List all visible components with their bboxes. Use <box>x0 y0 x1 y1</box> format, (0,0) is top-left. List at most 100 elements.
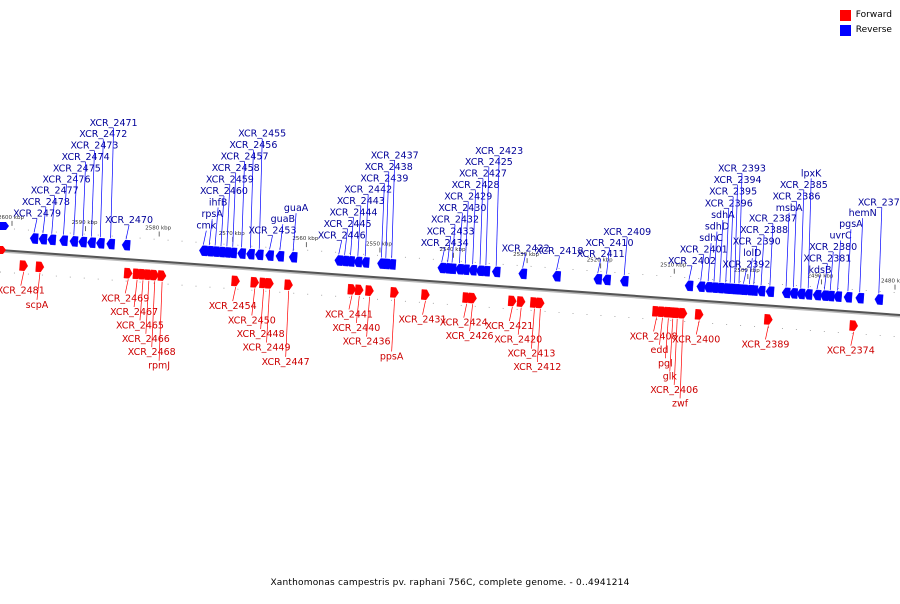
forward-gene-arrow <box>365 285 374 296</box>
reverse-gene-label: XCR_2386 <box>772 191 820 202</box>
reverse-gene-leader <box>829 251 834 290</box>
forward-gene-arrow-shape <box>535 297 545 309</box>
reverse-gene-arrow <box>96 237 105 249</box>
forward-gene-label: XCR_2420 <box>494 335 542 346</box>
forward-gene-arrow <box>250 276 260 288</box>
forward-gene-arrow <box>763 314 773 325</box>
forward-gene-leader <box>536 309 541 363</box>
forward-gene-label: XCR_2400 <box>672 335 720 346</box>
forward-gene-leader <box>517 307 522 335</box>
forward-gene-arrow-shape <box>678 307 688 319</box>
reverse-gene-label: XCR_2385 <box>780 180 828 191</box>
reverse-gene-label: XCR_2428 <box>452 180 500 191</box>
legend-reverse-label: Reverse <box>855 25 892 35</box>
forward-gene-label: XCR_2431 <box>399 315 447 326</box>
reverse-gene-label: XCR_2425 <box>465 157 513 168</box>
forward-gene-label: XCR_2436 <box>343 337 391 348</box>
forward-gene-leader <box>124 279 129 294</box>
forward-gene-arrow <box>284 279 293 291</box>
forward-gene-arrow <box>678 307 688 319</box>
scale-tick-label: 2490 kbp <box>807 273 833 279</box>
forward-gene-arrow <box>420 289 430 301</box>
scale-tick-label: 2530 kbp <box>513 252 539 258</box>
reverse-gene-leader <box>623 237 628 276</box>
reverse-gene-arrow-shape <box>593 273 603 285</box>
reverse-gene-arrow <box>59 235 69 247</box>
reverse-gene-arrow-shape <box>59 235 69 247</box>
forward-gene-label: zwf <box>672 398 689 409</box>
forward-gene-leader <box>659 317 663 345</box>
reverse-gene-leader <box>73 173 78 236</box>
reverse-gene-arrow <box>447 263 457 275</box>
reverse-gene-label: XCR_2478 <box>22 197 70 208</box>
forward-gene-leader <box>355 295 360 323</box>
reverse-gene-leader <box>793 201 797 288</box>
forward-gene-leader <box>391 298 395 352</box>
forward-gene-label: XCR_2469 <box>101 293 149 304</box>
legend: Forward Reverse <box>839 8 892 38</box>
reverse-gene-label: XCR_2476 <box>43 175 91 186</box>
reverse-gene-arrow <box>749 285 759 296</box>
forward-gene-label: XCR_2413 <box>507 349 555 360</box>
reverse-gene-arrow <box>796 288 806 300</box>
reverse-gene-arrow-shape <box>696 281 706 293</box>
forward-gene-label: XCR_2448 <box>237 329 285 340</box>
legend-forward: Forward <box>839 8 892 23</box>
reverse-gene-arrow-shape <box>833 291 843 302</box>
reverse-gene-arrow <box>781 287 791 299</box>
reverse-gene-label: XCR_2471 <box>90 118 138 129</box>
reverse-gene-label: XCR_2444 <box>329 207 377 218</box>
reverse-gene-arrow-shape <box>855 292 865 304</box>
forward-gene-arrow-shape <box>507 295 517 307</box>
reverse-gene-arrow-shape <box>246 248 255 260</box>
forward-gene-label: rpmJ <box>148 361 170 372</box>
reverse-gene-label: XCR_2477 <box>31 186 79 197</box>
reverse-gene-arrow-shape <box>78 236 88 248</box>
reverse-gene-label: XCR_2422 <box>502 244 550 255</box>
reverse-gene-leader <box>725 208 730 283</box>
reverse-gene-arrow <box>461 264 470 276</box>
reverse-gene-label: XCR_2432 <box>431 215 479 226</box>
forward-gene-arrow-shape <box>284 279 293 291</box>
reverse-gene-leader <box>713 231 718 282</box>
forward-gene-label: XCR_2374 <box>827 346 875 357</box>
forward-gene-arrow-shape <box>347 283 357 295</box>
reverse-gene-leader <box>606 247 610 274</box>
reverse-gene-arrow-shape <box>69 236 79 247</box>
reverse-gene-arrow <box>765 286 775 298</box>
reverse-gene-label: XCR_2370 <box>858 197 900 208</box>
forward-gene-label: XCR_2450 <box>228 315 276 326</box>
reverse-gene-leader <box>597 259 602 274</box>
scale-tick-label: 2500 kbp <box>734 268 760 274</box>
reverse-gene-arrow-shape <box>552 270 562 282</box>
reverse-gene-arrow <box>360 257 370 268</box>
forward-gene-leader <box>266 289 270 343</box>
reverse-gene-label: guaB <box>271 214 295 225</box>
reverse-gene-label: XCR_2433 <box>427 226 475 237</box>
forward-gene-arrow <box>157 270 167 281</box>
reverse-gene-leader <box>82 161 86 236</box>
reverse-gene-leader <box>125 225 130 240</box>
scale-tick-label: 2580 kbp <box>145 225 171 231</box>
reverse-gene-arrow-shape <box>874 294 884 305</box>
reverse-gene-label: XCR_2479 <box>13 208 61 219</box>
reverse-gene-arrow-shape <box>38 233 48 245</box>
reverse-gene-label: XCR_2457 <box>221 151 269 162</box>
reverse-gene-arrow <box>602 274 612 286</box>
reverse-gene-leader <box>719 219 724 283</box>
reverse-gene-label: sdhD <box>705 222 729 233</box>
reverse-gene-arrow <box>265 250 275 261</box>
reverse-gene-arrow <box>826 290 835 302</box>
forward-gene-leader <box>509 306 513 322</box>
forward-gene-arrow-shape <box>19 260 28 271</box>
edge-forward-fragment <box>0 246 6 254</box>
reverse-gene-leader <box>241 161 245 248</box>
reverse-gene-arrow <box>228 247 238 259</box>
forward-gene-label: XCR_2481 <box>0 286 45 297</box>
forward-gene-label: XCR_2424 <box>440 318 488 329</box>
reverse-gene-arrow <box>346 256 356 267</box>
reverse-gene-label: XCR_2429 <box>444 192 492 203</box>
forward-gene-leader <box>366 296 370 337</box>
